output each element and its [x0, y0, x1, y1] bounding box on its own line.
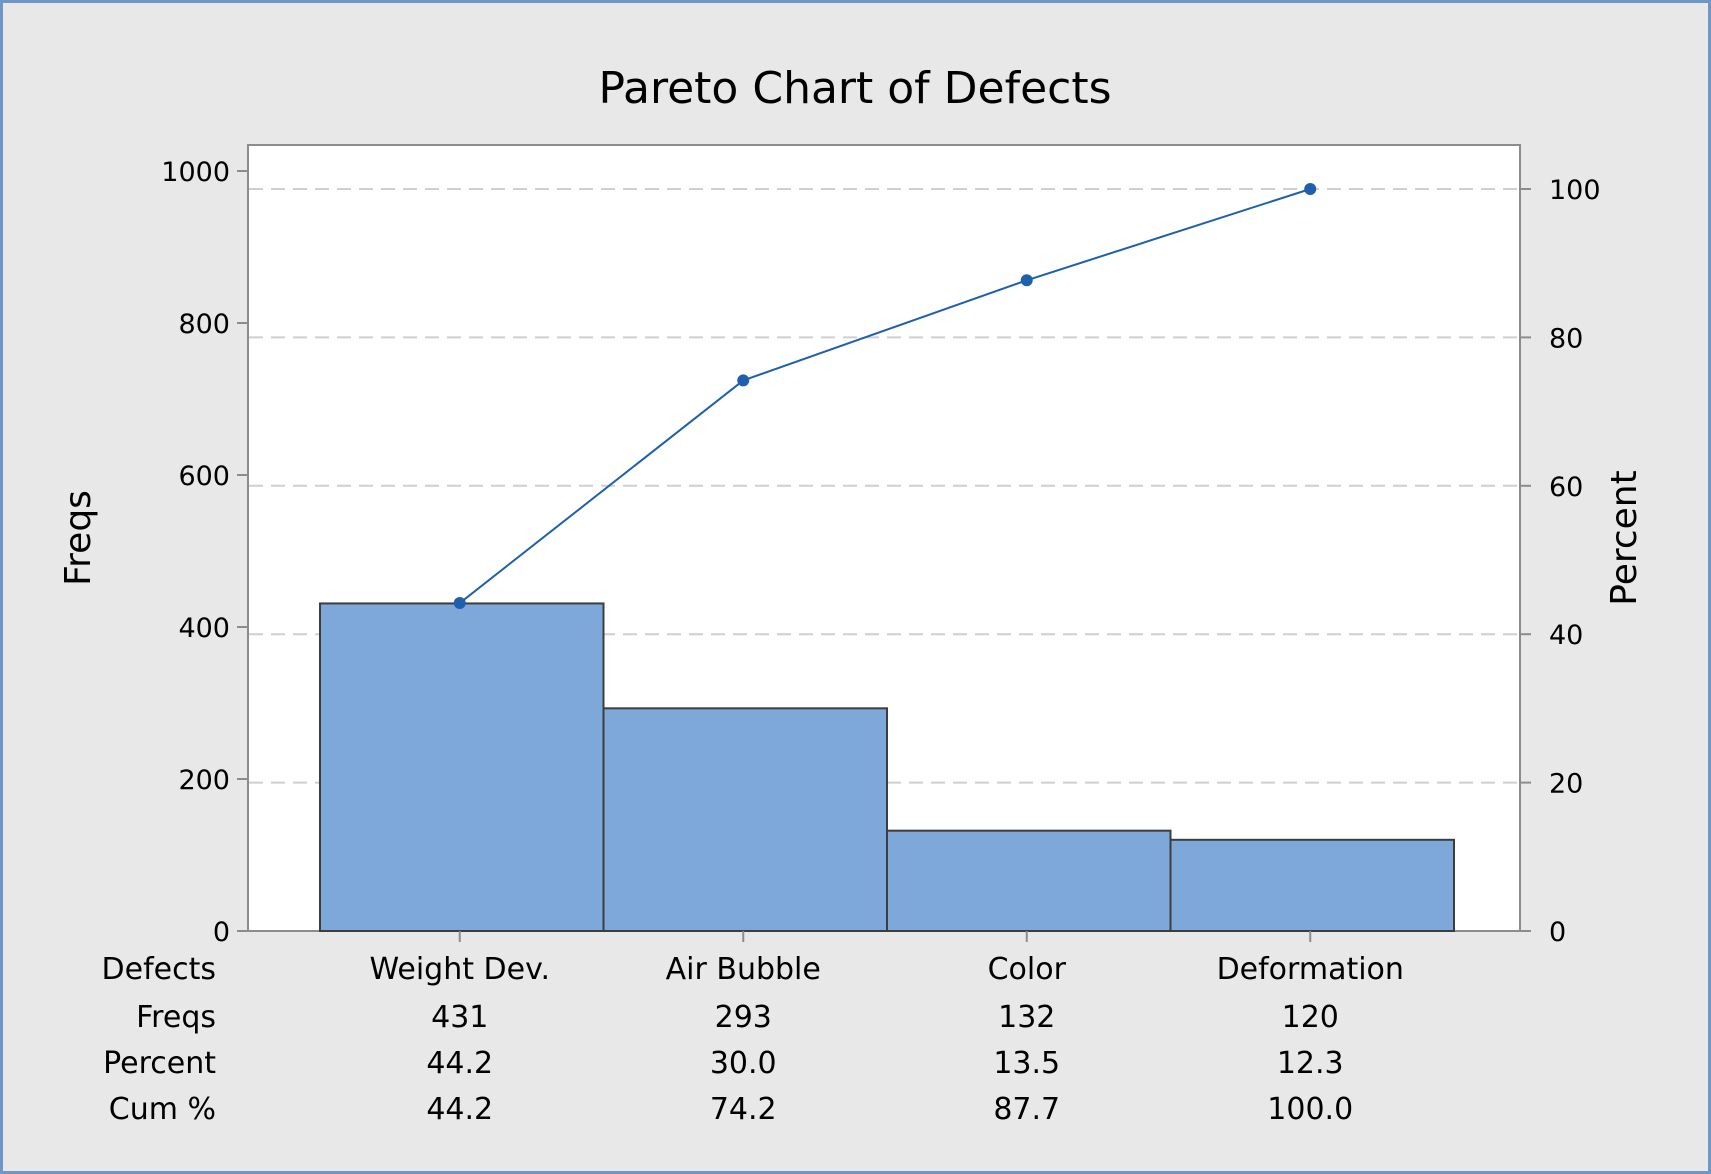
y2-tick-label-60: 60 — [1549, 472, 1583, 503]
table-row-label-defects: Defects — [102, 952, 216, 987]
x-category-label-2: Air Bubble — [666, 952, 821, 987]
y2-tick-label-40: 40 — [1549, 620, 1583, 651]
y-tick-label-400: 400 — [178, 613, 230, 644]
table-cell-percent-4: 12.3 — [1277, 1046, 1344, 1081]
x-category-label-4: Deformation — [1217, 952, 1404, 987]
cum-point-1 — [453, 597, 466, 610]
bars — [319, 602, 1455, 932]
table-cell-freqs-1: 431 — [431, 1000, 488, 1035]
table-cell-cum-percent-1: 44.2 — [426, 1092, 493, 1127]
table-cell-cum-percent-4: 100.0 — [1267, 1092, 1353, 1127]
x-category-label-1: Weight Dev. — [369, 952, 550, 987]
table-cell-cum-percent-2: 74.2 — [710, 1092, 777, 1127]
table-cell-freqs-4: 120 — [1282, 1000, 1339, 1035]
bar-1 — [319, 602, 605, 932]
cum-percent-line — [459, 188, 1311, 604]
cum-point-2 — [737, 374, 750, 387]
y-tick-label-600: 600 — [178, 461, 230, 492]
table-cell-percent-1: 44.2 — [426, 1046, 493, 1081]
axes: 0 200 400 600 800 1000 0 20 40 60 80 100 — [161, 157, 1600, 948]
y2-axis-title: Percent — [1604, 470, 1645, 605]
x-category-label-3: Color — [988, 952, 1067, 987]
cumulative-line — [453, 183, 1317, 610]
table-cell-freqs-3: 132 — [998, 1000, 1055, 1035]
table-row-label-percent: Percent — [103, 1046, 216, 1081]
bar-2 — [602, 707, 888, 932]
y2-tick-label-80: 80 — [1549, 323, 1583, 354]
cum-point-3 — [1020, 274, 1033, 287]
y2-tick-label-0: 0 — [1549, 917, 1566, 948]
y-axis-title: Freqs — [58, 490, 99, 586]
table-cell-percent-2: 30.0 — [710, 1046, 777, 1081]
bar-3 — [886, 829, 1172, 932]
table-cell-percent-3: 13.5 — [993, 1046, 1060, 1081]
y-tick-label-200: 200 — [178, 765, 230, 796]
chart-title: Pareto Chart of Defects — [598, 63, 1111, 114]
cum-point-4 — [1304, 183, 1317, 195]
data-table: Defects Freqs Percent Cum % Weight Dev. Air B… — [102, 952, 1404, 1127]
bar-4 — [1169, 838, 1455, 932]
table-cell-cum-percent-3: 87.7 — [993, 1092, 1060, 1127]
y-tick-label-0: 0 — [213, 917, 230, 948]
y-tick-label-800: 800 — [178, 309, 230, 340]
table-row-label-freqs: Freqs — [136, 1000, 216, 1035]
pareto-chart: Pareto Chart of Defects 0200400600800100… — [58, 63, 1645, 1127]
y2-tick-label-100: 100 — [1549, 175, 1601, 206]
table-row-label-cum-percent: Cum % — [109, 1092, 216, 1127]
y2-tick-label-20: 20 — [1549, 769, 1583, 800]
y-tick-label-1000: 1000 — [161, 157, 230, 188]
table-cell-freqs-2: 293 — [715, 1000, 772, 1035]
